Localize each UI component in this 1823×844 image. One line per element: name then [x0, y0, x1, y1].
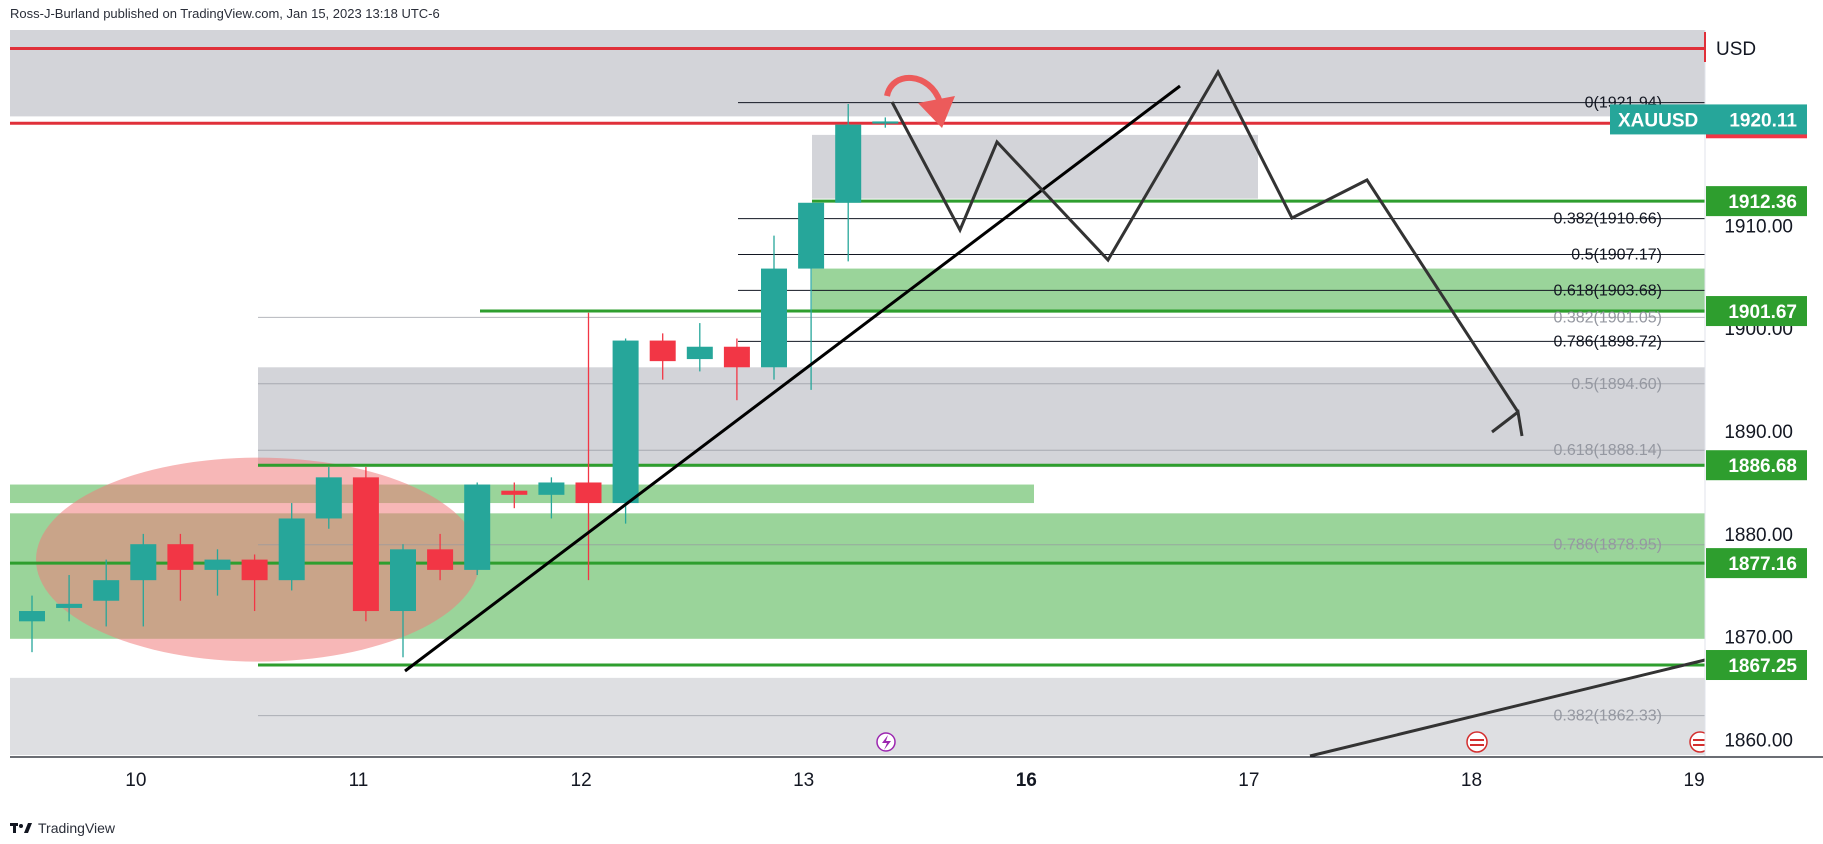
grey-demand-zone: [258, 367, 1705, 468]
y-tick-label: 1860.00: [1724, 731, 1793, 752]
candle-body[interactable]: [723, 346, 750, 368]
tradingview-logo-icon: [10, 823, 32, 833]
price-axis-bg: [1705, 30, 1823, 756]
price-tag[interactable]: [1706, 548, 1807, 579]
flag-circle: [1466, 731, 1488, 753]
candle-body[interactable]: [686, 346, 713, 360]
price-tag-label: 1912.36: [1728, 192, 1797, 213]
drawings-layer: [404, 68, 1711, 758]
price-tag[interactable]: [1706, 186, 1807, 217]
price-axis[interactable]: USD1910.001900.001890.001880.001870.0018…: [1610, 30, 1823, 756]
candle-body[interactable]: [464, 484, 491, 570]
y-tick-label: 1890.00: [1724, 422, 1793, 443]
lightning-glyph: [882, 735, 891, 750]
x-tick-label: 16: [1016, 770, 1037, 791]
price-tag[interactable]: [1706, 450, 1807, 481]
brand-label: TradingView: [38, 820, 116, 836]
tradingview-brand[interactable]: TradingView: [10, 820, 115, 836]
candle-body[interactable]: [538, 482, 565, 495]
x-tick-label: 10: [125, 770, 146, 791]
lightning-event-icon[interactable]: [876, 732, 896, 752]
fib-label-secondary: 0.382(1862.33): [1553, 708, 1662, 725]
grey-supply-zone: [812, 134, 1258, 199]
x-tick-label: 17: [1238, 770, 1259, 791]
time-axis[interactable]: 10 11 12 13 16 17 18 19: [10, 756, 1823, 791]
fib-label-secondary: 0.786(1878.95): [1553, 537, 1662, 554]
candle-body[interactable]: [130, 544, 157, 581]
us-flag-event-icon[interactable]: [1466, 731, 1488, 753]
price-tag-label: 1877.16: [1728, 554, 1797, 575]
price-tag[interactable]: [1706, 296, 1807, 327]
candle-body[interactable]: [501, 490, 528, 495]
projection-arrowhead: [1491, 409, 1524, 437]
candle-body[interactable]: [93, 580, 120, 601]
reversal-arrow-icon: [884, 75, 943, 104]
candle-body[interactable]: [761, 268, 787, 368]
levels-layer: 0(1921.94)0.382(1910.66)0.5(1907.17)0.61…: [10, 47, 1705, 725]
candle-body[interactable]: [872, 121, 899, 124]
candle-body[interactable]: [19, 611, 45, 622]
x-tick-label: 11: [349, 770, 369, 791]
fib-label: 0.5(1907.17): [1571, 246, 1662, 263]
trendline-lower: [1309, 658, 1706, 758]
candle-body[interactable]: [204, 559, 231, 570]
candle-body[interactable]: [315, 477, 342, 519]
price-tag[interactable]: [1706, 650, 1807, 681]
y-tick-label: 1880.00: [1724, 525, 1793, 546]
x-tick-label: 18: [1461, 770, 1482, 791]
candle-body[interactable]: [835, 124, 862, 203]
fib-label-secondary: 0.5(1894.60): [1571, 376, 1662, 393]
candle-body[interactable]: [612, 340, 639, 504]
x-tick-label: 12: [571, 770, 592, 791]
last-price-symbol: XAUUSD: [1618, 110, 1698, 131]
x-tick-label: 13: [793, 770, 814, 791]
candle-body[interactable]: [575, 482, 602, 504]
fib-label-secondary: 0.382(1901.05): [1553, 309, 1662, 326]
price-tag-label: 1867.25: [1728, 656, 1797, 677]
candle-body[interactable]: [167, 544, 194, 570]
fib-label: 0.382(1910.66): [1553, 211, 1662, 228]
candle-body[interactable]: [278, 518, 305, 581]
candle-body[interactable]: [352, 477, 379, 612]
resistance-zone: [10, 30, 1705, 117]
candle-body[interactable]: [56, 603, 83, 608]
y-tick-label: 1870.00: [1724, 628, 1793, 649]
grey-lower-zone: [10, 677, 1705, 755]
currency-label: USD: [1716, 39, 1756, 60]
candle-body[interactable]: [390, 549, 416, 612]
candle-body[interactable]: [649, 340, 676, 362]
candle-body[interactable]: [241, 559, 268, 581]
reversal-arrowhead-icon: [918, 96, 955, 128]
fib-label: 0.786(1898.72): [1553, 333, 1662, 350]
x-tick-label: 19: [1684, 770, 1705, 791]
fib-label: 0.618(1903.68): [1553, 282, 1662, 299]
trendline: [404, 84, 1181, 673]
candle-body[interactable]: [427, 549, 454, 570]
y-tick-label: 1910.00: [1724, 216, 1793, 237]
price-tag-label: 1886.68: [1728, 456, 1797, 477]
projection-path: [890, 68, 1520, 413]
fib-label-secondary: 0.618(1888.14): [1553, 442, 1662, 459]
price-tag-label: 1901.67: [1728, 302, 1797, 323]
publisher-line: Ross-J-Burland published on TradingView.…: [10, 6, 440, 21]
candle-body[interactable]: [798, 202, 825, 269]
candles-layer[interactable]: [19, 104, 899, 658]
last-price-value: 1920.11: [1729, 110, 1797, 131]
last-price-tag[interactable]: [1610, 104, 1807, 135]
